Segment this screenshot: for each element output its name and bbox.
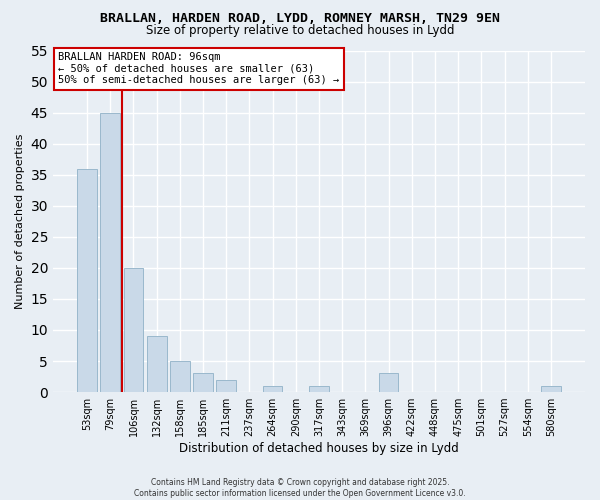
Bar xyxy=(263,386,283,392)
Y-axis label: Number of detached properties: Number of detached properties xyxy=(15,134,25,309)
Bar xyxy=(309,386,329,392)
Bar xyxy=(147,336,167,392)
Text: Size of property relative to detached houses in Lydd: Size of property relative to detached ho… xyxy=(146,24,454,37)
Bar xyxy=(100,112,120,392)
Bar xyxy=(77,168,97,392)
Bar xyxy=(541,386,561,392)
X-axis label: Distribution of detached houses by size in Lydd: Distribution of detached houses by size … xyxy=(179,442,459,455)
Bar xyxy=(193,374,213,392)
Bar xyxy=(217,380,236,392)
Text: BRALLAN, HARDEN ROAD, LYDD, ROMNEY MARSH, TN29 9EN: BRALLAN, HARDEN ROAD, LYDD, ROMNEY MARSH… xyxy=(100,12,500,26)
Bar xyxy=(170,361,190,392)
Text: BRALLAN HARDEN ROAD: 96sqm
← 50% of detached houses are smaller (63)
50% of semi: BRALLAN HARDEN ROAD: 96sqm ← 50% of deta… xyxy=(58,52,340,86)
Bar xyxy=(124,268,143,392)
Bar xyxy=(379,374,398,392)
Text: Contains HM Land Registry data © Crown copyright and database right 2025.
Contai: Contains HM Land Registry data © Crown c… xyxy=(134,478,466,498)
